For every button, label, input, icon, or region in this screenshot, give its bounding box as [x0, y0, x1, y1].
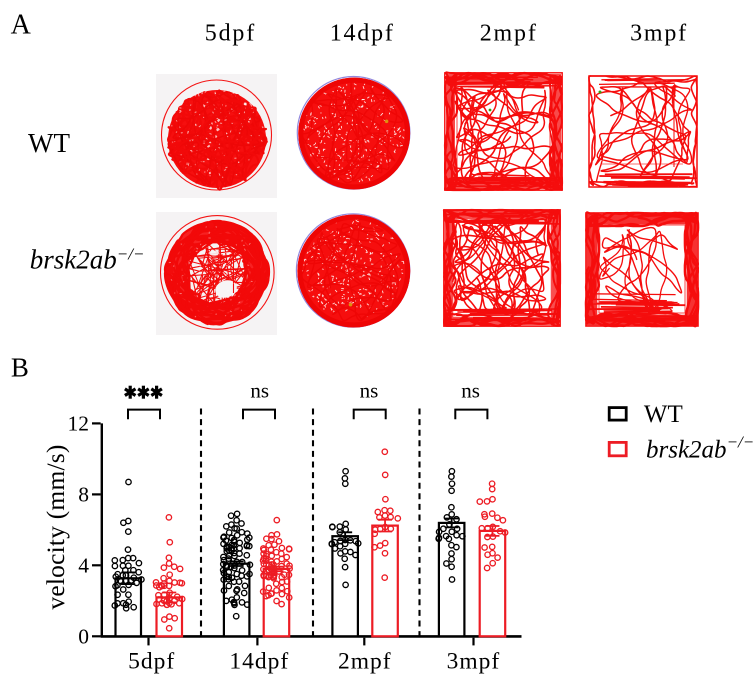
svg-text:3mpf: 3mpf: [630, 20, 688, 46]
svg-text:4: 4: [78, 554, 89, 578]
svg-text:ns: ns: [250, 378, 269, 402]
svg-text:3mpf: 3mpf: [447, 649, 501, 675]
svg-text:ns: ns: [360, 378, 379, 402]
svg-text:2mpf: 2mpf: [480, 20, 538, 46]
svg-text:A: A: [11, 9, 32, 40]
svg-text:brsk2ab−/−: brsk2ab−/−: [30, 244, 145, 274]
svg-text:0: 0: [78, 625, 89, 649]
svg-text:brsk2ab−/−: brsk2ab−/−: [646, 433, 754, 464]
svg-text:velocity (mm/s): velocity (mm/s): [41, 444, 70, 609]
svg-text:B: B: [11, 353, 29, 383]
svg-text:WT: WT: [644, 401, 683, 428]
svg-text:5dpf: 5dpf: [128, 649, 175, 675]
svg-text:14dpf: 14dpf: [330, 20, 395, 46]
svg-text:14dpf: 14dpf: [229, 649, 289, 675]
svg-text:8: 8: [78, 483, 89, 507]
svg-text:WT: WT: [28, 128, 70, 158]
svg-text:ns: ns: [461, 378, 480, 402]
svg-text:2mpf: 2mpf: [338, 649, 392, 675]
svg-text:12: 12: [68, 412, 90, 436]
svg-text:5dpf: 5dpf: [205, 20, 256, 46]
